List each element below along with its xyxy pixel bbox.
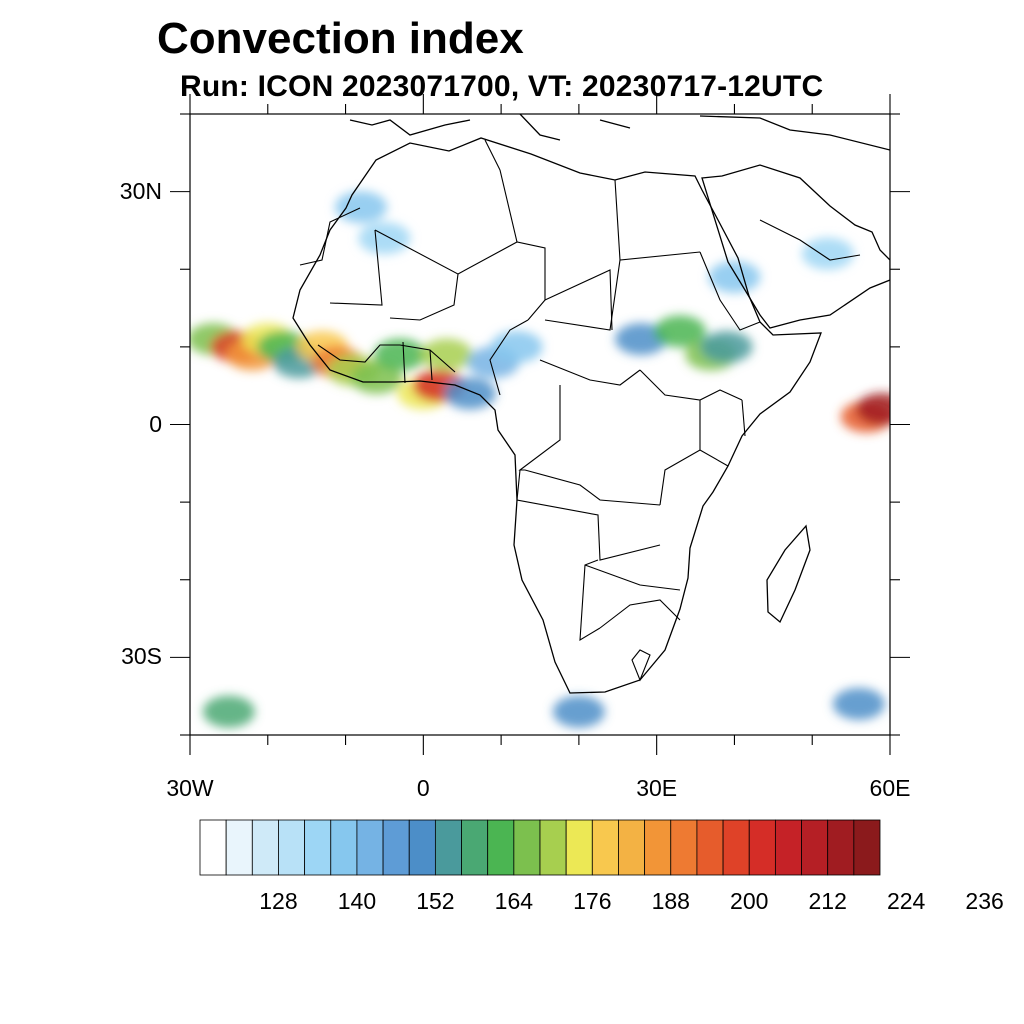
convection-cell [420, 338, 473, 371]
colorbar-swatch [618, 819, 646, 876]
convection-cell [350, 361, 403, 394]
colorbar-swatch [774, 819, 802, 876]
colorbar-swatch [722, 819, 750, 876]
coastlines [292, 114, 890, 694]
colorbar-swatch [487, 819, 515, 876]
colorbar-swatch [382, 819, 410, 876]
map-subtitle: Run: ICON 2023071700, VT: 20230717-12UTC [180, 70, 824, 103]
colorbar-tick-label: 188 [651, 888, 690, 914]
africa-coastline [292, 137, 822, 694]
colorbar-swatch [251, 819, 279, 876]
madagascar-coastline [766, 524, 811, 624]
lat-tick-label: 0 [149, 410, 162, 437]
convection-cell [358, 222, 411, 255]
convection-cell [832, 687, 885, 720]
colorbar-swatch [461, 819, 489, 876]
colorbar-tick-label: 128 [259, 888, 298, 914]
colorbar-tick-label: 236 [965, 888, 1004, 914]
lon-tick-label: 0 [416, 775, 430, 801]
convection-cell [856, 392, 890, 425]
colorbar-swatch [565, 819, 593, 876]
convection-cell [374, 338, 426, 371]
colorbar-swatch [434, 819, 462, 876]
colorbar-tick-label: 212 [808, 888, 847, 914]
europe-coastline [349, 114, 890, 151]
lat-tick-label: 30S [121, 643, 162, 670]
axis-ticks [170, 94, 910, 755]
convection-cell [202, 695, 255, 728]
colorbar-tick-label: 176 [573, 888, 612, 914]
colorbar [199, 819, 881, 876]
colorbar-tick-label: 224 [886, 888, 926, 914]
colorbar-swatch [827, 819, 855, 876]
country-borders [299, 139, 861, 682]
colorbar-tick-label: 200 [730, 888, 769, 914]
colorbar-tick-label: 140 [337, 888, 377, 914]
colorbar-swatch [513, 819, 541, 876]
colorbar-swatch [539, 819, 567, 876]
colorbar-swatch [304, 819, 332, 876]
colorbar-tick-label: 164 [494, 888, 534, 914]
colorbar-swatch [748, 819, 776, 876]
colorbar-swatch [696, 819, 724, 876]
colorbar-swatch [408, 819, 436, 876]
convection-field [190, 191, 890, 728]
colorbar-swatch [278, 819, 306, 876]
colorbar-tick-label: 152 [416, 888, 455, 914]
colorbar-swatch [853, 819, 881, 876]
colorbar-swatch [356, 819, 384, 876]
convection-cell [708, 261, 761, 294]
convection-cell [654, 315, 706, 348]
lon-tick-label: 30E [636, 775, 678, 801]
lat-tick-label: 30N [119, 177, 162, 204]
colorbar-swatch [644, 819, 672, 876]
colorbar-swatch [225, 819, 253, 876]
colorbar-swatch [199, 819, 227, 876]
convection-cell [700, 330, 753, 363]
arabia-coastline [701, 164, 890, 329]
convection-cell [801, 237, 854, 270]
colorbar-swatch [591, 819, 619, 876]
colorbar-swatch [330, 819, 358, 876]
convection-cell [335, 191, 388, 224]
lon-tick-label: 60E [869, 775, 911, 801]
map-frame [189, 113, 891, 736]
convection-cell [444, 377, 496, 410]
map-title: Convection index [157, 14, 524, 63]
colorbar-swatch [801, 819, 829, 876]
convection-cell [552, 695, 605, 728]
lon-tick-label: 30W [166, 775, 214, 801]
colorbar-swatch [670, 819, 698, 876]
